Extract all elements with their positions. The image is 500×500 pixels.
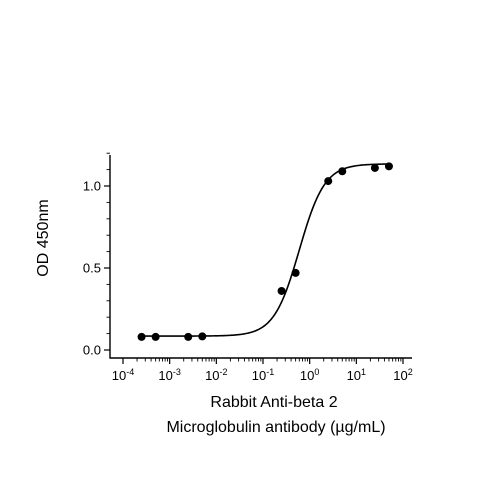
data-point	[277, 286, 286, 295]
x-tick-label: 10-4	[112, 367, 134, 383]
y-tick-label: 0.0	[83, 343, 101, 358]
data-point	[338, 167, 347, 176]
tick-labels: 0.0 0.5 1.0 10-4 10-3 10-2 10-1 100 101 102	[83, 179, 413, 384]
x-tick-label: 101	[347, 367, 366, 383]
x-axis-title-line-1: Rabbit Anti-beta 2	[210, 394, 337, 411]
x-axis-title-line-2: Microglobulin antibody (µg/mL)	[166, 419, 385, 436]
y-tick-label: 1.0	[83, 179, 101, 194]
data-point	[198, 332, 207, 341]
fit-curve	[141, 163, 389, 337]
data-point	[184, 332, 193, 341]
data-point	[291, 268, 300, 277]
x-tick-label: 10-2	[205, 367, 227, 383]
y-axis-title: OD 450nm	[35, 199, 52, 276]
x-tick-label: 102	[393, 367, 412, 383]
x-tick-label: 10-1	[252, 367, 274, 383]
x-tick-label: 100	[300, 367, 319, 383]
tick-marks	[104, 152, 404, 364]
data-point	[324, 177, 333, 186]
data-point	[137, 332, 146, 341]
data-point	[384, 162, 393, 171]
x-tick-label: 10-3	[158, 367, 180, 383]
data-point	[151, 332, 160, 341]
data-point	[370, 163, 379, 172]
y-tick-label: 0.5	[83, 261, 101, 276]
data-points	[137, 162, 393, 341]
